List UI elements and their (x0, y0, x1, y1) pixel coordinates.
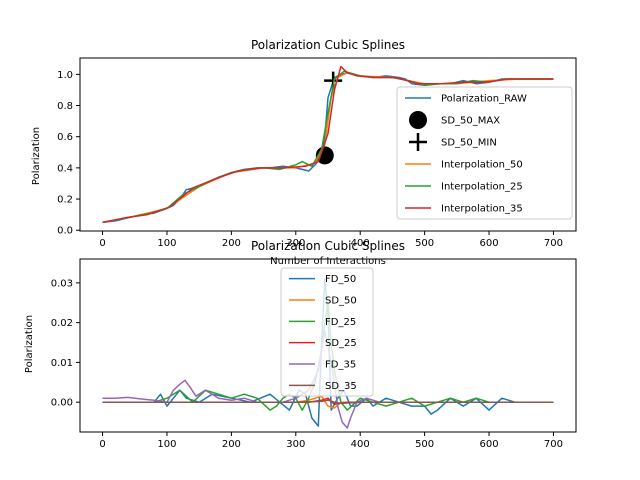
top-chart-title: Polarization Cubic Splines (251, 38, 405, 52)
bottom-legend-fd-35-label: FD_35 (325, 360, 356, 371)
bottom-legend-fd-50-label: FD_50 (325, 274, 356, 285)
top-legend-sd-50-max-handle (409, 111, 427, 129)
top-legend-interpolation-25-label: Interpolation_25 (441, 182, 523, 193)
bottom-axes-frame (79, 258, 577, 433)
top-series-group (102, 65, 554, 224)
bottom-x-tick-label: 500 (415, 439, 434, 450)
bottom-legend: FD_50 SD_50 FD_25 SD_25 FD_35 SD_35 (280, 267, 374, 397)
bottom-x-tick-label: 400 (351, 439, 370, 450)
top-x-tick-label: 100 (157, 238, 176, 249)
bottom-y-axis-label: Polarization (24, 315, 35, 373)
top-legend-polarization-raw-label: Polarization_RAW (441, 94, 527, 105)
top-y-tick-label: 0.4 (57, 163, 73, 174)
bottom-y-tick-label: 0.02 (51, 318, 73, 329)
top-subplot: 0 100 200 300 400 500 600 700 0.0 0.2 0.4 0.6 0.8 1.0… (31, 38, 577, 249)
bottom-y-tick-label: 0.01 (51, 358, 73, 369)
top-x-tick-label: 400 (351, 238, 370, 249)
top-axes-frame (79, 57, 577, 232)
bottom-chart-title: Polarization Cubic Splines (251, 239, 405, 253)
top-y-axis-label: Polarization (31, 127, 42, 185)
top-x-axis-label: Number of Interactions (270, 256, 386, 267)
bottom-x-tick-label: 200 (222, 439, 241, 450)
top-legend-interpolation-50-label: Interpolation_50 (441, 160, 523, 171)
bottom-x-tick-label: 600 (479, 439, 498, 450)
top-x-tick-label: 200 (222, 238, 241, 249)
top-legend-interpolation-35-label: Interpolation_35 (441, 204, 523, 215)
top-x-tick-label: 700 (544, 238, 563, 249)
top-legend-sd-50-min-handle (409, 133, 427, 151)
bottom-subplot: 0 100 200 300 400 500 600 700 0.00 0.01 0.02 0.03 F… (24, 258, 577, 450)
top-legend-box (396, 86, 573, 220)
bottom-legend-sd-35-label: SD_35 (325, 381, 357, 392)
top-y-tick-label: 0.6 (57, 132, 73, 143)
bottom-y-tick-label: 0.03 (51, 278, 73, 289)
top-x-tick-label: 0 (99, 238, 105, 249)
bottom-legend-box (280, 267, 374, 397)
top-legend-sd-50-max-label: SD_50_MAX (441, 116, 500, 127)
bottom-x-tick-label: 100 (157, 439, 176, 450)
bottom-legend-fd-25-label: FD_25 (325, 317, 356, 328)
bottom-y-tick-label: 0.00 (51, 398, 73, 409)
bottom-x-tick-label: 0 (99, 439, 105, 450)
top-legend: Polarization_RAW SD_50_MAX SD_50_MIN Interp… (396, 86, 573, 220)
top-x-tick-label: 600 (479, 238, 498, 249)
top-plot-area: 0 100 200 300 400 500 600 700 0.0 0.2 0.4 0.6 0.8 1.0 (57, 57, 577, 249)
bottom-legend-sd-50-label: SD_50 (325, 296, 357, 307)
top-y-tick-label: 1.0 (57, 70, 73, 81)
top-legend-sd-50-min-label: SD_50_MIN (441, 138, 497, 149)
bottom-x-tick-label: 700 (544, 439, 563, 450)
top-x-tick-label: 500 (415, 238, 434, 249)
bottom-series-sd-35-line (102, 399, 554, 405)
bottom-x-tick-label: 300 (286, 439, 305, 450)
top-x-tick-label: 300 (286, 238, 305, 249)
top-y-tick-label: 0.2 (57, 195, 73, 206)
top-y-tick-label: 0.0 (57, 226, 73, 237)
top-y-tick-label: 0.8 (57, 101, 73, 112)
bottom-legend-sd-25-label: SD_25 (325, 338, 357, 349)
top-series-interpolation-35-line (102, 65, 554, 224)
